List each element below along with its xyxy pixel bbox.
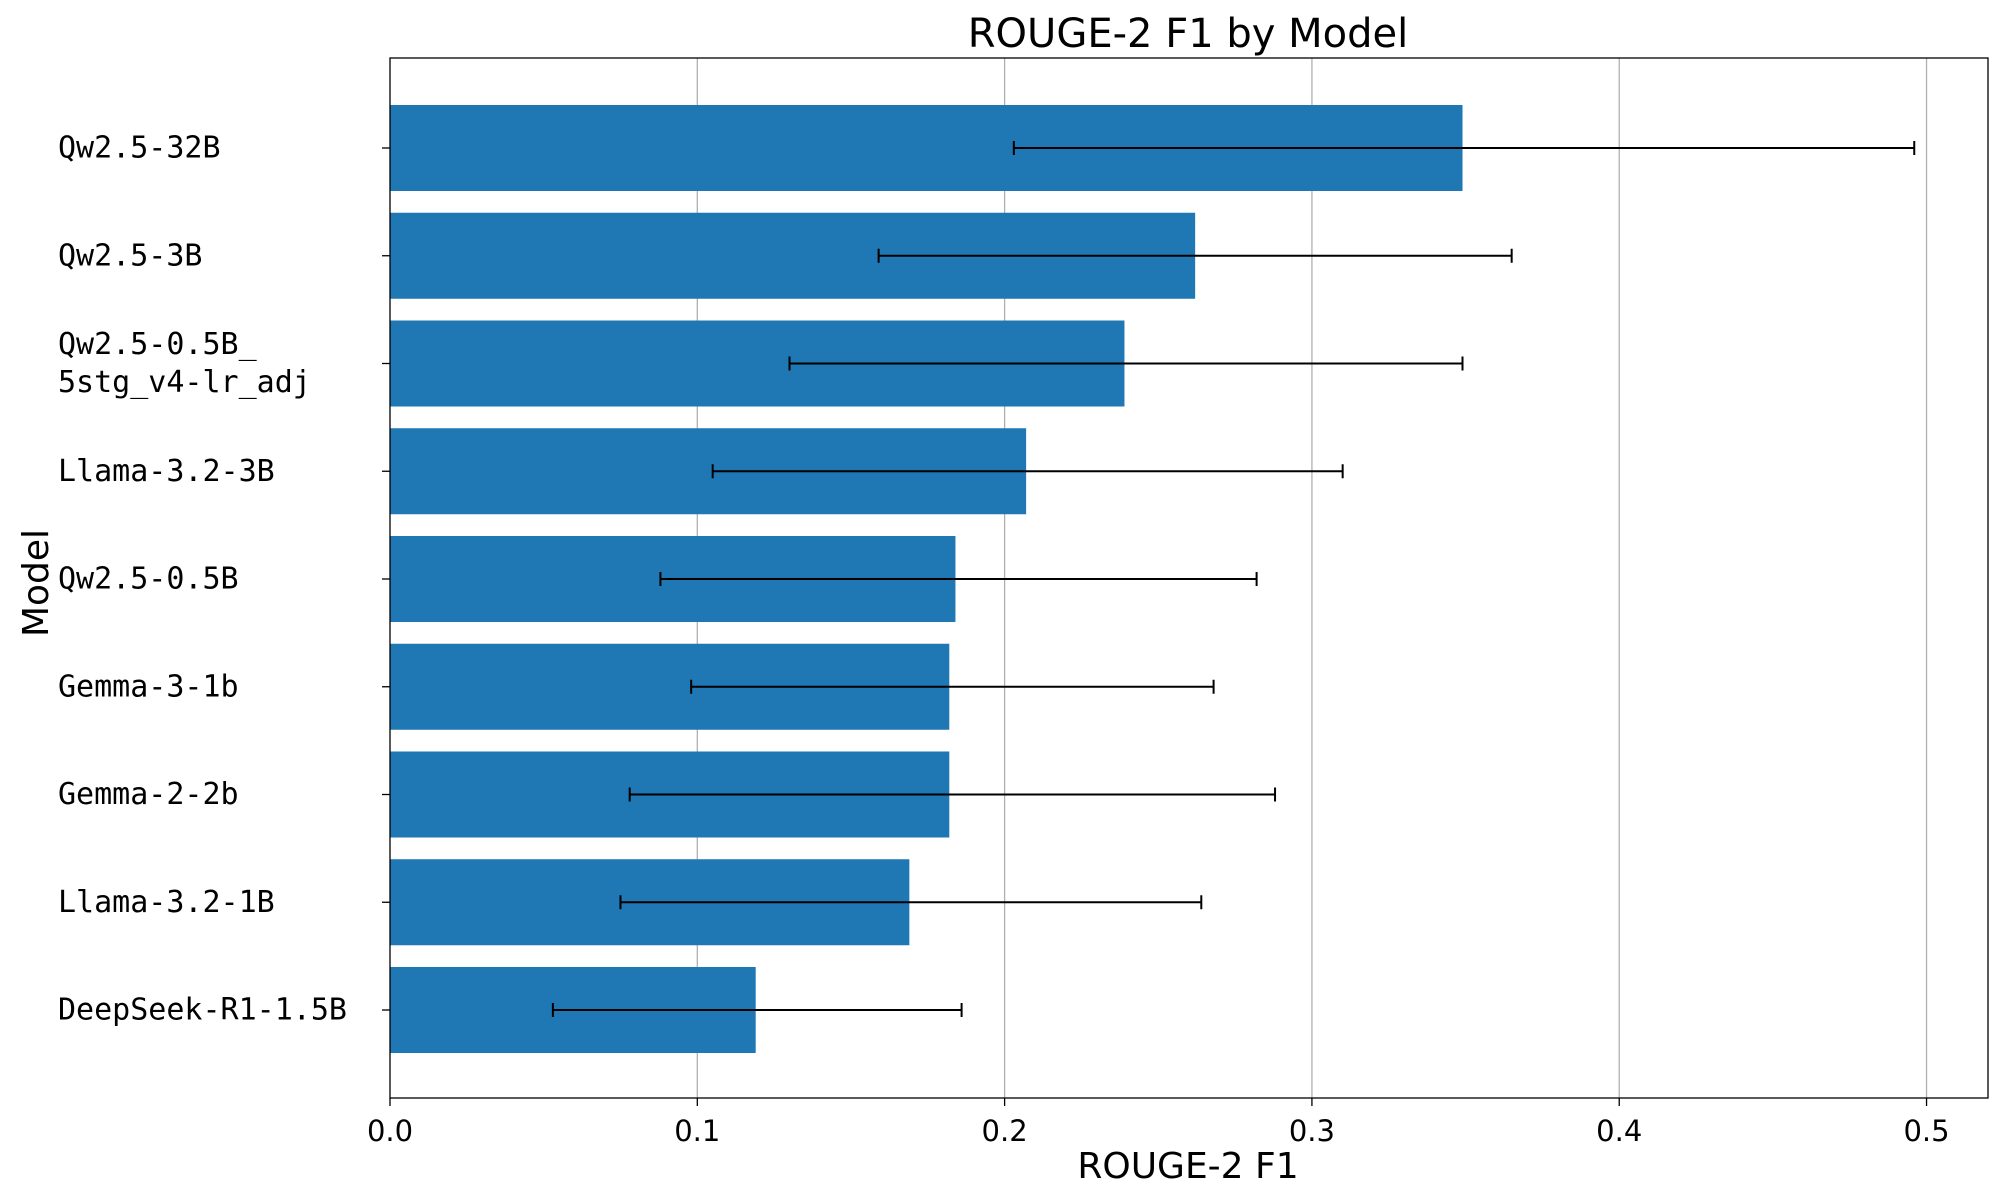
y-tick-label: Llama-3.2-3B: [58, 454, 275, 489]
y-tick-label: Llama-3.2-1B: [58, 885, 275, 920]
x-tick-label: 0.2: [982, 1114, 1028, 1148]
x-tick-label: 0.4: [1596, 1114, 1642, 1148]
y-axis-ticks: Qw2.5-32B Qw2.5-3B Qw2.5-0.5B_5stg_v4-lr_a…: [58, 131, 390, 1028]
chart-title: ROUGE-2 F1 by Model: [968, 11, 1408, 57]
y-axis-label: Model: [16, 529, 57, 637]
y-tick-label: Gemma-3-1b: [58, 669, 239, 704]
y-tick-label: Qw2.5-0.5B: [58, 562, 239, 597]
error-bars: [551, 141, 1916, 1017]
x-axis-label: ROUGE-2 F1: [1077, 1146, 1298, 1187]
y-tick-label: Gemma-2-2b: [58, 777, 239, 812]
y-tick-label: 5stg_v4-lr_adj: [58, 365, 311, 400]
plot-frame: [389, 57, 1989, 1099]
x-tick-label: 0.3: [1289, 1114, 1335, 1148]
x-tick-label: 0.5: [1903, 1114, 1949, 1148]
x-tick-label: 0.0: [367, 1114, 413, 1148]
y-tick-label: Qw2.5-32B: [58, 131, 221, 166]
y-tick-label: DeepSeek-R1-1.5B: [58, 993, 347, 1028]
y-tick-label: Qw2.5-3B: [58, 238, 203, 273]
x-tick-label: 0.1: [674, 1114, 720, 1148]
y-tick-label: Qw2.5-0.5B_: [58, 327, 258, 362]
x-axis-ticks: 0.0 0.1 0.2 0.3 0.4 0.5: [367, 1098, 1950, 1148]
